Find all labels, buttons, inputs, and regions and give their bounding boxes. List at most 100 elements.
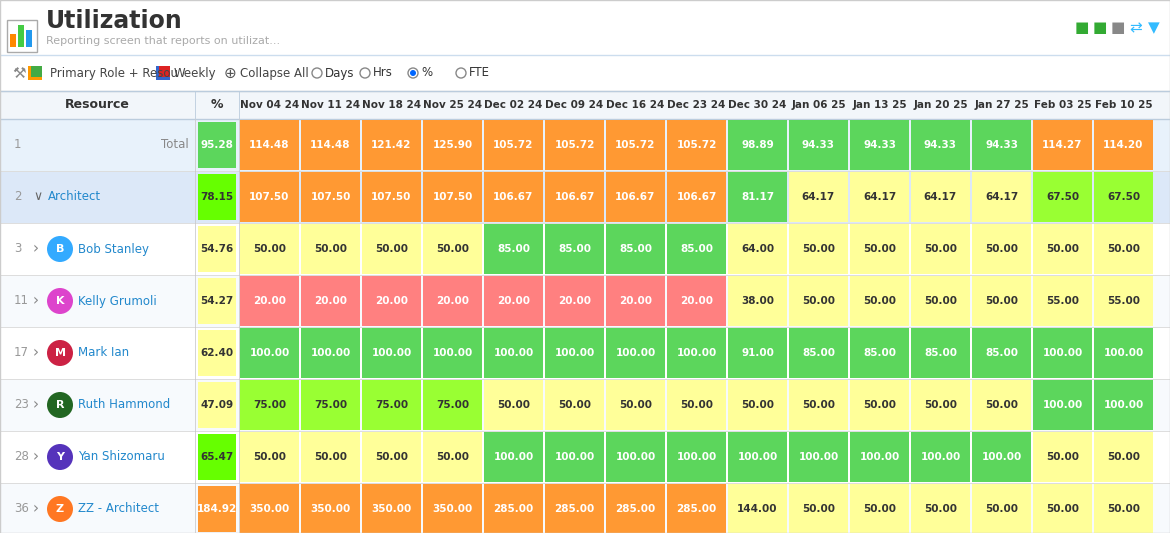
Text: 75.00: 75.00 — [314, 400, 347, 410]
Bar — [789, 380, 848, 430]
Text: 67.50: 67.50 — [1046, 192, 1079, 202]
Text: ■: ■ — [1093, 20, 1107, 35]
Text: 50.00: 50.00 — [1046, 452, 1079, 462]
Text: %: % — [421, 67, 432, 79]
Text: 50.00: 50.00 — [924, 504, 957, 514]
Bar — [606, 432, 665, 482]
Text: 50.00: 50.00 — [436, 244, 469, 254]
Bar — [728, 276, 787, 326]
Text: 95.28: 95.28 — [200, 140, 234, 150]
Text: 50.00: 50.00 — [253, 244, 285, 254]
Bar — [972, 120, 1031, 170]
Bar — [545, 328, 604, 378]
Bar — [18, 25, 25, 47]
Text: 100.00: 100.00 — [494, 348, 534, 358]
Bar — [545, 380, 604, 430]
Bar — [0, 223, 1170, 275]
Text: 121.42: 121.42 — [371, 140, 412, 150]
Text: Nov 18 24: Nov 18 24 — [362, 100, 421, 110]
Text: 20.00: 20.00 — [436, 296, 469, 306]
Text: 50.00: 50.00 — [741, 400, 775, 410]
Text: 75.00: 75.00 — [436, 400, 469, 410]
Text: Utilization: Utilization — [46, 9, 183, 33]
Text: 20.00: 20.00 — [253, 296, 285, 306]
Bar — [728, 172, 787, 222]
Text: ZZ - Architect: ZZ - Architect — [78, 503, 159, 515]
Text: Feb 03 25: Feb 03 25 — [1033, 100, 1092, 110]
Text: ›: › — [33, 241, 39, 256]
Text: 50.00: 50.00 — [314, 452, 347, 462]
Text: 50.00: 50.00 — [924, 296, 957, 306]
Bar — [0, 379, 1170, 431]
Text: 100.00: 100.00 — [555, 348, 594, 358]
Bar — [240, 380, 300, 430]
Bar — [972, 328, 1031, 378]
Bar — [240, 172, 300, 222]
Bar — [301, 120, 360, 170]
Circle shape — [47, 392, 73, 418]
Text: 100.00: 100.00 — [433, 348, 473, 358]
Bar — [198, 434, 236, 480]
Text: 75.00: 75.00 — [374, 400, 408, 410]
Text: Dec 23 24: Dec 23 24 — [667, 100, 725, 110]
Bar — [1033, 432, 1092, 482]
Text: 50.00: 50.00 — [801, 504, 835, 514]
Bar — [0, 275, 1170, 327]
Bar — [606, 224, 665, 274]
Bar — [1094, 328, 1152, 378]
Bar — [484, 328, 543, 378]
Text: 114.20: 114.20 — [1103, 140, 1144, 150]
Text: 28: 28 — [14, 450, 29, 464]
Bar — [362, 484, 421, 533]
Text: Dec 02 24: Dec 02 24 — [484, 100, 543, 110]
Bar — [198, 278, 236, 324]
Text: 50.00: 50.00 — [985, 244, 1018, 254]
Text: 50.00: 50.00 — [924, 400, 957, 410]
Bar — [301, 484, 360, 533]
Bar — [789, 120, 848, 170]
Bar — [667, 484, 727, 533]
Text: 1: 1 — [14, 139, 21, 151]
Text: Bob Stanley: Bob Stanley — [78, 243, 149, 255]
Bar — [28, 66, 42, 80]
Text: 114.27: 114.27 — [1042, 140, 1082, 150]
Text: ⇄: ⇄ — [1129, 20, 1142, 35]
Text: 20.00: 20.00 — [497, 296, 530, 306]
Text: 50.00: 50.00 — [863, 400, 896, 410]
Text: 94.33: 94.33 — [863, 140, 896, 150]
Text: 64.17: 64.17 — [985, 192, 1018, 202]
Bar — [198, 382, 236, 428]
Bar — [972, 432, 1031, 482]
Text: Architect: Architect — [48, 190, 101, 204]
Text: 100.00: 100.00 — [1103, 348, 1143, 358]
Bar — [728, 380, 787, 430]
Text: 105.72: 105.72 — [494, 140, 534, 150]
Text: Feb 10 25: Feb 10 25 — [1095, 100, 1152, 110]
Bar — [301, 172, 360, 222]
Bar — [301, 432, 360, 482]
Text: 285.00: 285.00 — [615, 504, 655, 514]
Text: 50.00: 50.00 — [985, 400, 1018, 410]
Bar — [301, 380, 360, 430]
Bar — [972, 380, 1031, 430]
Text: 20.00: 20.00 — [619, 296, 652, 306]
Text: 50.00: 50.00 — [924, 244, 957, 254]
Bar — [0, 119, 1170, 171]
Bar — [301, 276, 360, 326]
Bar — [198, 330, 236, 376]
Text: 100.00: 100.00 — [737, 452, 778, 462]
Text: Weekly: Weekly — [174, 67, 216, 79]
Bar — [545, 120, 604, 170]
Bar — [911, 380, 970, 430]
Text: 54.27: 54.27 — [200, 296, 234, 306]
Text: 100.00: 100.00 — [615, 452, 655, 462]
Bar — [0, 431, 1170, 483]
Text: 50.00: 50.00 — [801, 244, 835, 254]
Bar — [198, 226, 236, 272]
Text: 100.00: 100.00 — [371, 348, 412, 358]
Text: 50.00: 50.00 — [1046, 504, 1079, 514]
Text: 20.00: 20.00 — [314, 296, 347, 306]
Text: 50.00: 50.00 — [558, 400, 591, 410]
Bar — [1033, 224, 1092, 274]
Bar — [301, 224, 360, 274]
